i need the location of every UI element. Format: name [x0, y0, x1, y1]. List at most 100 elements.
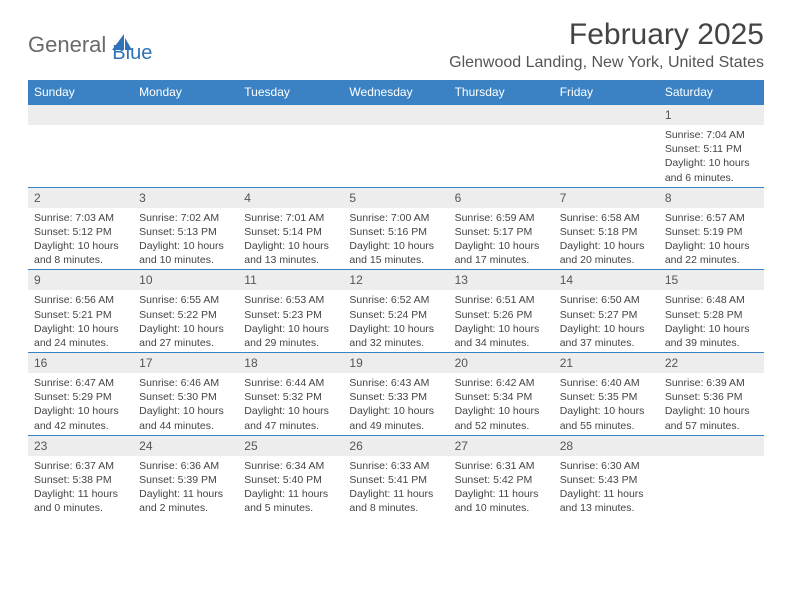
weekday-header: Thursday: [449, 80, 554, 105]
day-number: 8: [659, 188, 764, 208]
calendar-cell: 27Sunrise: 6:31 AMSunset: 5:42 PMDayligh…: [449, 435, 554, 517]
day-body: Sunrise: 6:36 AMSunset: 5:39 PMDaylight:…: [133, 456, 238, 518]
day-number: 27: [449, 436, 554, 456]
day-number: 19: [343, 353, 448, 373]
day-body: Sunrise: 6:43 AMSunset: 5:33 PMDaylight:…: [343, 373, 448, 435]
day-body-empty: [659, 456, 764, 506]
calendar-cell: [28, 105, 133, 188]
day-body: Sunrise: 6:33 AMSunset: 5:41 PMDaylight:…: [343, 456, 448, 518]
day-number-empty: [238, 105, 343, 125]
day-number: 26: [343, 436, 448, 456]
day-body-empty: [343, 125, 448, 175]
calendar-cell: 23Sunrise: 6:37 AMSunset: 5:38 PMDayligh…: [28, 435, 133, 517]
weekday-header: Wednesday: [343, 80, 448, 105]
day-body: Sunrise: 6:47 AMSunset: 5:29 PMDaylight:…: [28, 373, 133, 435]
day-number: 25: [238, 436, 343, 456]
day-body: Sunrise: 6:39 AMSunset: 5:36 PMDaylight:…: [659, 373, 764, 435]
day-body-empty: [28, 125, 133, 175]
day-body: Sunrise: 6:58 AMSunset: 5:18 PMDaylight:…: [554, 208, 659, 270]
day-number: 5: [343, 188, 448, 208]
calendar-cell: [554, 105, 659, 188]
calendar-cell: 10Sunrise: 6:55 AMSunset: 5:22 PMDayligh…: [133, 270, 238, 353]
day-number: 2: [28, 188, 133, 208]
calendar-cell: 2Sunrise: 7:03 AMSunset: 5:12 PMDaylight…: [28, 187, 133, 270]
day-number: 9: [28, 270, 133, 290]
day-number: 17: [133, 353, 238, 373]
calendar-cell: 15Sunrise: 6:48 AMSunset: 5:28 PMDayligh…: [659, 270, 764, 353]
calendar-cell: 20Sunrise: 6:42 AMSunset: 5:34 PMDayligh…: [449, 353, 554, 436]
calendar-row: 9Sunrise: 6:56 AMSunset: 5:21 PMDaylight…: [28, 270, 764, 353]
day-body: Sunrise: 6:59 AMSunset: 5:17 PMDaylight:…: [449, 208, 554, 270]
day-body: Sunrise: 6:51 AMSunset: 5:26 PMDaylight:…: [449, 290, 554, 352]
day-number: 21: [554, 353, 659, 373]
weekday-header: Saturday: [659, 80, 764, 105]
day-number: 11: [238, 270, 343, 290]
day-body: Sunrise: 7:04 AMSunset: 5:11 PMDaylight:…: [659, 125, 764, 187]
day-body: Sunrise: 6:40 AMSunset: 5:35 PMDaylight:…: [554, 373, 659, 435]
calendar-cell: 13Sunrise: 6:51 AMSunset: 5:26 PMDayligh…: [449, 270, 554, 353]
calendar-cell: [659, 435, 764, 517]
header: General Blue February 2025 Glenwood Land…: [28, 18, 764, 72]
calendar-cell: 14Sunrise: 6:50 AMSunset: 5:27 PMDayligh…: [554, 270, 659, 353]
logo-text-blue: Blue: [112, 24, 152, 65]
location-subtitle: Glenwood Landing, New York, United State…: [449, 54, 764, 72]
day-body: Sunrise: 6:34 AMSunset: 5:40 PMDaylight:…: [238, 456, 343, 518]
day-number: 23: [28, 436, 133, 456]
day-body: Sunrise: 6:44 AMSunset: 5:32 PMDaylight:…: [238, 373, 343, 435]
calendar-cell: [449, 105, 554, 188]
weekday-header-row: SundayMondayTuesdayWednesdayThursdayFrid…: [28, 80, 764, 105]
day-body: Sunrise: 6:55 AMSunset: 5:22 PMDaylight:…: [133, 290, 238, 352]
calendar-cell: 4Sunrise: 7:01 AMSunset: 5:14 PMDaylight…: [238, 187, 343, 270]
calendar-cell: 26Sunrise: 6:33 AMSunset: 5:41 PMDayligh…: [343, 435, 448, 517]
day-number: 24: [133, 436, 238, 456]
calendar-row: 16Sunrise: 6:47 AMSunset: 5:29 PMDayligh…: [28, 353, 764, 436]
day-body: Sunrise: 7:00 AMSunset: 5:16 PMDaylight:…: [343, 208, 448, 270]
day-number-empty: [659, 436, 764, 456]
calendar-cell: 17Sunrise: 6:46 AMSunset: 5:30 PMDayligh…: [133, 353, 238, 436]
calendar-body: 1Sunrise: 7:04 AMSunset: 5:11 PMDaylight…: [28, 105, 764, 518]
calendar-cell: 7Sunrise: 6:58 AMSunset: 5:18 PMDaylight…: [554, 187, 659, 270]
day-number: 28: [554, 436, 659, 456]
day-body: Sunrise: 6:57 AMSunset: 5:19 PMDaylight:…: [659, 208, 764, 270]
day-body: Sunrise: 6:48 AMSunset: 5:28 PMDaylight:…: [659, 290, 764, 352]
calendar-cell: 18Sunrise: 6:44 AMSunset: 5:32 PMDayligh…: [238, 353, 343, 436]
day-body: Sunrise: 7:02 AMSunset: 5:13 PMDaylight:…: [133, 208, 238, 270]
day-number: 10: [133, 270, 238, 290]
day-number: 18: [238, 353, 343, 373]
day-body-empty: [238, 125, 343, 175]
weekday-header: Friday: [554, 80, 659, 105]
calendar-cell: [343, 105, 448, 188]
calendar-cell: 1Sunrise: 7:04 AMSunset: 5:11 PMDaylight…: [659, 105, 764, 188]
day-number: 6: [449, 188, 554, 208]
calendar-row: 1Sunrise: 7:04 AMSunset: 5:11 PMDaylight…: [28, 105, 764, 188]
day-number-empty: [28, 105, 133, 125]
calendar-cell: [238, 105, 343, 188]
day-number: 15: [659, 270, 764, 290]
day-number: 13: [449, 270, 554, 290]
day-number: 1: [659, 105, 764, 125]
day-body-empty: [554, 125, 659, 175]
day-body: Sunrise: 6:52 AMSunset: 5:24 PMDaylight:…: [343, 290, 448, 352]
calendar-cell: 16Sunrise: 6:47 AMSunset: 5:29 PMDayligh…: [28, 353, 133, 436]
weekday-header: Tuesday: [238, 80, 343, 105]
calendar-cell: 8Sunrise: 6:57 AMSunset: 5:19 PMDaylight…: [659, 187, 764, 270]
day-body: Sunrise: 7:01 AMSunset: 5:14 PMDaylight:…: [238, 208, 343, 270]
weekday-header: Monday: [133, 80, 238, 105]
calendar-cell: 24Sunrise: 6:36 AMSunset: 5:39 PMDayligh…: [133, 435, 238, 517]
day-number-empty: [554, 105, 659, 125]
day-body: Sunrise: 6:50 AMSunset: 5:27 PMDaylight:…: [554, 290, 659, 352]
calendar-cell: 25Sunrise: 6:34 AMSunset: 5:40 PMDayligh…: [238, 435, 343, 517]
calendar-cell: 12Sunrise: 6:52 AMSunset: 5:24 PMDayligh…: [343, 270, 448, 353]
calendar-table: SundayMondayTuesdayWednesdayThursdayFrid…: [28, 80, 764, 517]
day-number: 4: [238, 188, 343, 208]
calendar-cell: 22Sunrise: 6:39 AMSunset: 5:36 PMDayligh…: [659, 353, 764, 436]
day-body-empty: [449, 125, 554, 175]
calendar-cell: 28Sunrise: 6:30 AMSunset: 5:43 PMDayligh…: [554, 435, 659, 517]
day-body: Sunrise: 6:46 AMSunset: 5:30 PMDaylight:…: [133, 373, 238, 435]
day-number: 14: [554, 270, 659, 290]
weekday-header: Sunday: [28, 80, 133, 105]
logo: General Blue: [28, 18, 152, 65]
day-number-empty: [343, 105, 448, 125]
calendar-cell: 9Sunrise: 6:56 AMSunset: 5:21 PMDaylight…: [28, 270, 133, 353]
title-block: February 2025 Glenwood Landing, New York…: [449, 18, 764, 72]
